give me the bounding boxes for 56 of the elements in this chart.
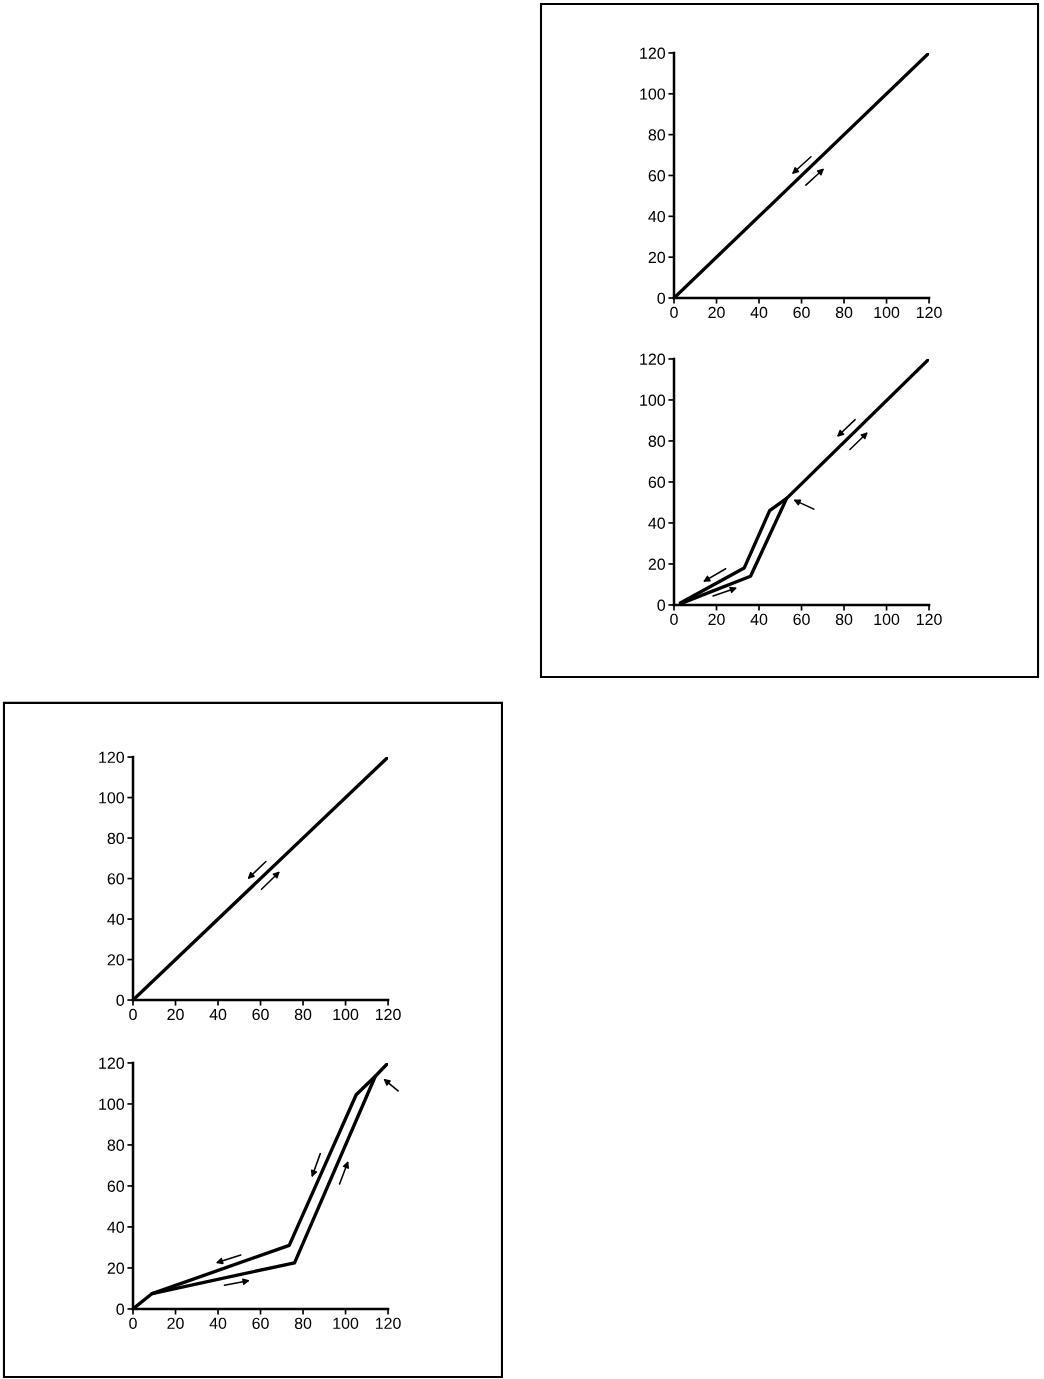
x-tick-label: 20 <box>708 306 725 319</box>
x-tick-label: 40 <box>750 613 768 626</box>
y-tick-label: 20 <box>648 558 666 570</box>
y-tick-label: 80 <box>648 435 666 447</box>
x-tick-label: 0 <box>129 1317 137 1330</box>
y-tick-label: 60 <box>648 476 666 488</box>
x-tick-label: 120 <box>375 1008 401 1021</box>
x-tick-label: 80 <box>294 1008 312 1021</box>
x-tick-label: 0 <box>670 306 678 319</box>
y-tick-label: 0 <box>116 1303 125 1315</box>
x-tick-label: 60 <box>793 306 810 319</box>
y-tick-label: 60 <box>648 170 666 182</box>
y-tick-label: 40 <box>107 913 125 925</box>
y-tick-label: 20 <box>107 954 125 966</box>
y-tick-label: 0 <box>657 599 666 611</box>
y-tick-label: 40 <box>648 517 666 529</box>
x-tick-label: 40 <box>750 306 768 319</box>
x-tick-label: 40 <box>209 1317 227 1330</box>
x-tick-label: 0 <box>129 1008 137 1021</box>
x-tick-label: 100 <box>333 1317 359 1330</box>
y-tick-label: 80 <box>648 129 666 141</box>
y-tick-label: 120 <box>99 751 125 764</box>
x-tick-label: 20 <box>167 1008 184 1021</box>
x-tick-label: 100 <box>333 1008 359 1021</box>
x-tick-label: 100 <box>874 306 900 319</box>
x-tick-label: 20 <box>167 1317 184 1330</box>
x-tick-label: 0 <box>670 613 678 626</box>
x-tick-label: 80 <box>294 1317 312 1330</box>
y-tick-label: 20 <box>648 251 666 264</box>
y-tick-label: 60 <box>107 873 125 885</box>
x-tick-label: 40 <box>209 1008 227 1021</box>
y-tick-label: 120 <box>640 47 666 59</box>
y-tick-label: 20 <box>107 1262 125 1274</box>
y-tick-label: 0 <box>116 994 125 1006</box>
y-tick-label: 80 <box>107 832 125 845</box>
y-tick-label: 100 <box>99 1098 125 1110</box>
x-tick-label: 120 <box>375 1317 401 1330</box>
y-tick-label: 120 <box>99 1057 125 1069</box>
y-tick-label: 0 <box>657 292 666 304</box>
y-tick-label: 100 <box>640 88 666 100</box>
x-tick-label: 120 <box>916 613 942 626</box>
y-tick-label: 100 <box>99 792 125 804</box>
y-tick-label: 40 <box>648 210 666 223</box>
x-tick-label: 60 <box>252 1317 269 1330</box>
y-tick-label: 60 <box>107 1180 125 1192</box>
y-tick-label: 80 <box>107 1139 125 1151</box>
x-tick-label: 60 <box>793 613 810 626</box>
y-tick-label: 40 <box>107 1221 125 1233</box>
x-tick-label: 80 <box>835 613 853 626</box>
x-tick-label: 80 <box>835 306 853 319</box>
x-tick-label: 100 <box>874 613 900 626</box>
x-tick-label: 120 <box>916 306 942 319</box>
x-tick-label: 20 <box>708 613 725 626</box>
x-tick-label: 60 <box>252 1008 269 1021</box>
y-tick-label: 120 <box>640 353 666 365</box>
y-tick-label: 100 <box>640 394 666 406</box>
